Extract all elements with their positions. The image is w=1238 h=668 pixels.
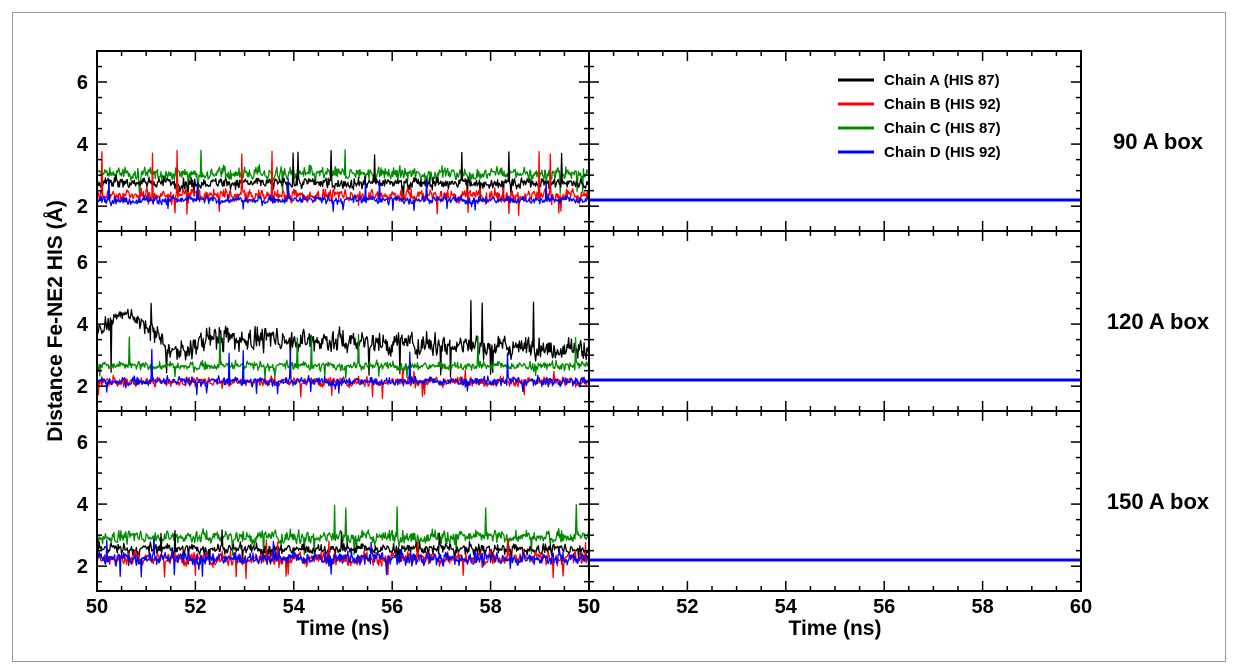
series-line-row3-left-1 [96,503,590,558]
panel-frame-row3-left [96,410,590,592]
x-tick-label-left: 50 [578,596,600,618]
row-label-1: 90 A box [1113,129,1204,154]
legend-label-2: Chain B (HIS 92) [884,96,1001,113]
row-label-2: 120 A box [1107,309,1210,334]
x-tick-label-right: 60 [1070,596,1092,618]
series-line-row1-left-2 [96,150,590,201]
y-tick-label: 6 [77,252,88,274]
y-tick-label: 2 [77,556,88,578]
chart-marks [96,149,1081,580]
y-tick-label: 6 [77,72,88,94]
y-axis-title: Distance Fe-NE2 HIS (Å) [43,200,67,442]
row-label-3: 150 A box [1107,489,1210,514]
series-line-row1-left-4 [96,178,590,213]
figure-frame [12,12,1226,662]
text-layer: 2 4 6 90 A box 2 4 6 120 A box 2 4 6 150 A box 50 52 5… [43,72,1210,640]
legend-label-4: Chain D (HIS 92) [884,144,1001,161]
x-tick-label-right: 50 [578,596,600,618]
x-tick-label-right: 58 [971,596,993,618]
panel-frame-row2-right [588,230,1082,412]
y-tick-label: 2 [77,196,88,218]
x-tick-label-right: 56 [873,596,895,618]
series-line-row3-left-4 [96,538,590,578]
legend-label-1: Chain A (HIS 87) [884,72,1000,89]
y-tick-label: 2 [77,376,88,398]
y-tick-label: 4 [77,134,89,156]
x-tick-label-left: 50 [86,596,108,618]
x-axis-title-right: Time (ns) [789,617,882,640]
x-tick-label-right: 54 [775,596,798,618]
x-tick-label-left: 56 [381,596,403,618]
legend-label-3: Chain C (HIS 87) [884,120,1001,137]
series-line-row3-left-3 [97,538,590,580]
panel-frame-row3-right [588,410,1082,592]
series-line-row2-left-4 [96,348,590,396]
panel-frame-row1-right [588,50,1082,232]
series-line-row2-left-1 [96,299,590,378]
y-tick-label: 6 [77,432,88,454]
y-tick-label: 4 [77,494,89,516]
y-tick-label: 4 [77,314,89,336]
axes-layer [96,50,1082,592]
x-axis-title-left: Time (ns) [297,617,390,640]
series-line-row1-left-1 [96,149,590,195]
series-line-row2-left-3 [96,368,590,400]
series-line-row1-left-3 [96,149,590,217]
x-tick-label-left: 58 [479,596,501,618]
x-tick-label-right: 52 [676,596,698,618]
x-tick-label-left: 52 [184,596,206,618]
x-tick-label-left: 54 [283,596,306,618]
